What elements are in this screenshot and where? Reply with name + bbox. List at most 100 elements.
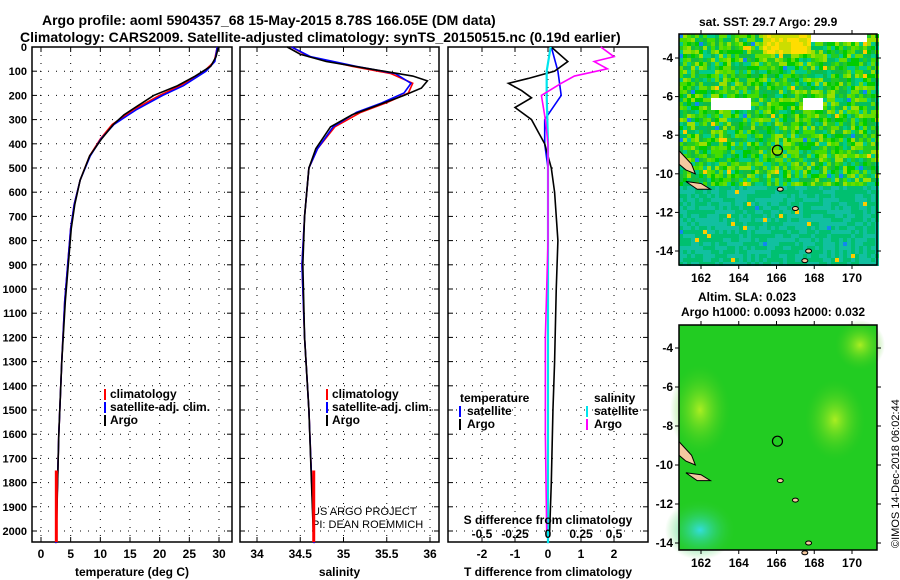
- sst-cell: [835, 190, 839, 194]
- sst-cell: [827, 242, 831, 246]
- sst-cell: [795, 182, 799, 186]
- sst-cell: [735, 82, 739, 86]
- sst-cell: [703, 226, 707, 230]
- sst-cell: [747, 158, 751, 162]
- sst-cell: [835, 186, 839, 190]
- sst-cell: [783, 46, 787, 50]
- sst-cell: [835, 38, 839, 42]
- island-icon: [801, 550, 809, 556]
- sst-cell: [735, 210, 739, 214]
- sst-cell: [731, 110, 735, 114]
- sst-cell: [859, 122, 863, 126]
- sst-cell: [803, 110, 807, 114]
- sst-cell: [831, 82, 835, 86]
- sst-cell: [847, 206, 851, 210]
- sst-cell: [775, 50, 779, 54]
- sst-cell: [763, 86, 767, 90]
- sst-cell: [831, 54, 835, 58]
- sst-cell: [795, 70, 799, 74]
- sla-high: [835, 320, 885, 370]
- sst-cell: [859, 258, 863, 262]
- sst-cell: [711, 86, 715, 90]
- sst-cell: [795, 58, 799, 62]
- sst-cell: [763, 202, 767, 206]
- sst-cell: [827, 226, 831, 230]
- sst-cell: [711, 194, 715, 198]
- sst-cell: [755, 210, 759, 214]
- sst-cell: [791, 126, 795, 130]
- sst-cell: [699, 82, 703, 86]
- sst-cell: [699, 174, 703, 178]
- sst-cell: [871, 38, 875, 42]
- sst-cell: [863, 166, 867, 170]
- lat-tick-label: -8: [662, 419, 673, 433]
- sst-cell: [707, 262, 711, 266]
- sst-cell: [759, 74, 763, 78]
- sst-cell: [691, 158, 695, 162]
- sst-cell: [687, 222, 691, 226]
- sst-cell: [743, 186, 747, 190]
- sst-cell: [871, 126, 875, 130]
- sst-cell: [847, 50, 851, 54]
- sst-cell: [711, 218, 715, 222]
- sst-cell: [867, 182, 871, 186]
- sst-cell: [747, 154, 751, 158]
- sst-cell: [719, 218, 723, 222]
- sst-cell: [687, 206, 691, 210]
- sst-cell: [739, 158, 743, 162]
- sst-cell: [851, 170, 855, 174]
- sst-cell: [751, 174, 755, 178]
- sst-cell: [771, 62, 775, 66]
- sst-cell: [755, 90, 759, 94]
- sst-cell: [831, 162, 835, 166]
- sst-cell: [767, 158, 771, 162]
- sst-cell: [691, 210, 695, 214]
- sst-cell: [719, 134, 723, 138]
- sst-cell: [779, 74, 783, 78]
- sst-cell: [723, 254, 727, 258]
- sst-cell: [723, 94, 727, 98]
- sst-cell: [819, 114, 823, 118]
- sst-cell: [791, 146, 795, 150]
- sst-cell: [691, 154, 695, 158]
- sst-cell: [831, 34, 835, 38]
- sst-cell: [767, 182, 771, 186]
- sst-cell: [699, 146, 703, 150]
- sst-cell: [687, 90, 691, 94]
- sst-cell: [847, 118, 851, 122]
- sst-cell: [743, 78, 747, 82]
- sst-cell: [803, 234, 807, 238]
- sst-cell: [803, 90, 807, 94]
- sst-cell: [839, 154, 843, 158]
- sst-cell: [771, 46, 775, 50]
- sst-cell: [851, 150, 855, 154]
- sst-cell: [839, 258, 843, 262]
- plot-frame: [31, 46, 233, 543]
- sst-cell: [755, 146, 759, 150]
- sst-cell: [747, 90, 751, 94]
- sst-cell: [851, 222, 855, 226]
- sst-cell: [783, 230, 787, 234]
- sst-cell: [687, 62, 691, 66]
- sst-cell: [731, 106, 735, 110]
- sst-cell: [795, 34, 799, 38]
- sst-cell: [707, 78, 711, 82]
- sst-cell: [743, 74, 747, 78]
- sst-cell: [723, 238, 727, 242]
- sst-cell: [683, 238, 687, 242]
- sst-cell: [715, 138, 719, 142]
- sst-cell: [867, 78, 871, 82]
- sst-cell: [791, 234, 795, 238]
- sst-cell: [755, 254, 759, 258]
- legend-swatch: [104, 415, 106, 426]
- sst-cell: [819, 234, 823, 238]
- sst-cell: [867, 110, 871, 114]
- sst-cell: [855, 102, 859, 106]
- sst-cell: [719, 50, 723, 54]
- sst-cell: [831, 138, 835, 142]
- sst-cell: [711, 90, 715, 94]
- x-tick-label: 30: [212, 547, 226, 561]
- sst-cell: [743, 62, 747, 66]
- sst-cell: [731, 214, 735, 218]
- sst-cell: [827, 42, 831, 46]
